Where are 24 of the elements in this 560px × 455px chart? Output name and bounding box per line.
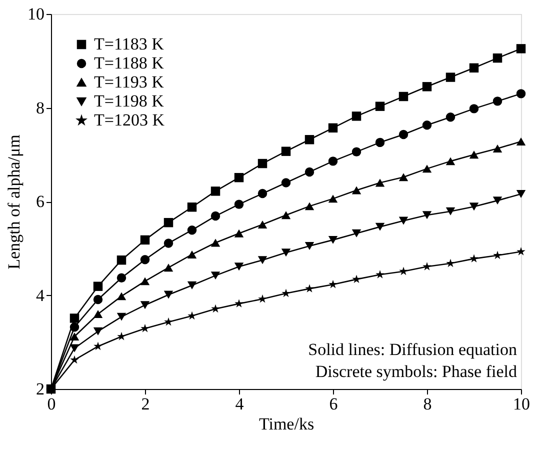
x-tick-label: 2 bbox=[141, 394, 150, 414]
y-tick-label: 6 bbox=[36, 192, 44, 211]
y-tick-label: 4 bbox=[36, 286, 45, 305]
point bbox=[516, 247, 526, 256]
legend-label: T=1188 K bbox=[94, 54, 165, 72]
y-axis-title: Length of alpha/μm bbox=[4, 134, 24, 270]
y-tick-label: 8 bbox=[36, 98, 44, 118]
x-tick-label: 6 bbox=[329, 394, 338, 414]
point bbox=[516, 44, 526, 54]
x-tick-label: 8 bbox=[423, 394, 432, 414]
x-tick-label: 10 bbox=[513, 394, 530, 414]
x-axis-title: Time/ks bbox=[258, 414, 314, 434]
legend-label: T=1193 K bbox=[94, 72, 165, 92]
x-tick-label: 0 bbox=[47, 394, 56, 414]
y-tick-label: 10 bbox=[28, 4, 44, 24]
x-tick-label: 4 bbox=[235, 394, 244, 414]
annotation: Solid lines: Diffusion equation bbox=[308, 340, 518, 359]
legend-label: T=1183 K bbox=[94, 34, 165, 54]
legend-label: T=1203 K bbox=[94, 110, 166, 130]
point bbox=[516, 190, 526, 198]
annotation: Discrete symbols: Phase field bbox=[315, 362, 518, 381]
point bbox=[516, 138, 526, 146]
legend-label: T=1198 K bbox=[94, 92, 165, 110]
y-tick-label: 2 bbox=[36, 380, 44, 398]
